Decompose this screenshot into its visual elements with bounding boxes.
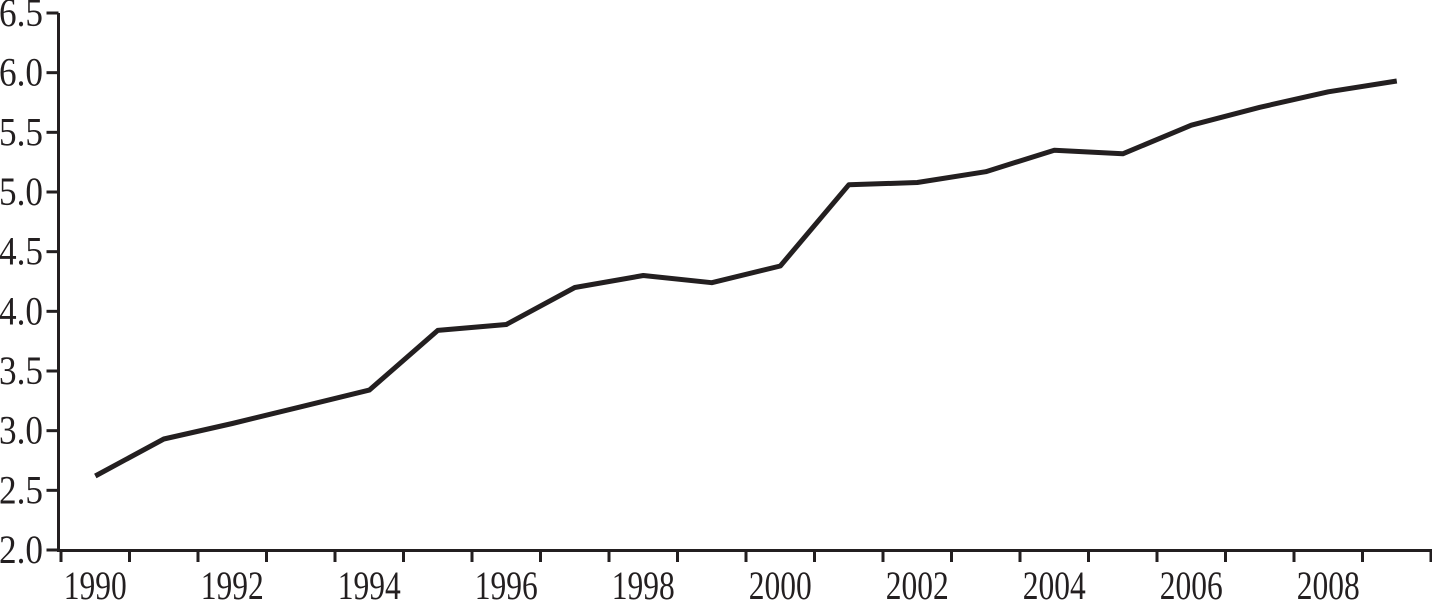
x-tick-label: 2000 bbox=[749, 563, 812, 601]
y-tick-label: 3.5 bbox=[0, 348, 43, 393]
y-tick-label: 6.5 bbox=[0, 0, 43, 35]
y-tick-label: 4.0 bbox=[0, 288, 43, 333]
x-tick-label: 1996 bbox=[475, 563, 538, 601]
y-tick-label: 3.0 bbox=[0, 408, 43, 453]
x-tick-label: 1998 bbox=[612, 563, 675, 601]
y-tick-label: 2.0 bbox=[0, 527, 43, 572]
y-tick-label: 5.0 bbox=[0, 169, 43, 214]
x-tick-label: 2004 bbox=[1023, 563, 1086, 601]
x-tick-label: 1990 bbox=[64, 563, 127, 601]
y-tick-label: 5.5 bbox=[0, 109, 43, 154]
x-tick-label: 1994 bbox=[338, 563, 401, 601]
x-tick-label: 2002 bbox=[886, 563, 949, 601]
x-tick-label: 1992 bbox=[201, 563, 264, 601]
x-tick-label: 2006 bbox=[1160, 563, 1223, 601]
y-tick-label: 2.5 bbox=[0, 467, 43, 512]
y-tick-label: 4.5 bbox=[0, 229, 43, 274]
x-tick-label: 2008 bbox=[1297, 563, 1360, 601]
y-tick-label: 6.0 bbox=[0, 50, 43, 95]
data-line bbox=[94, 78, 1398, 479]
